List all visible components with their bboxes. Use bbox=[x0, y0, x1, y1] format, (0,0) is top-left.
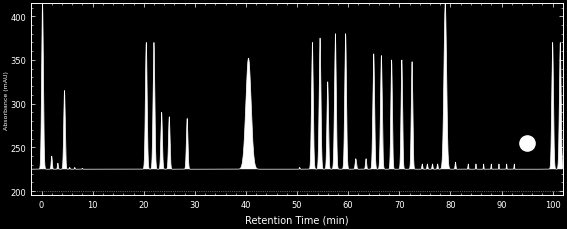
X-axis label: Retention Time (min): Retention Time (min) bbox=[246, 215, 349, 225]
Y-axis label: Absorbance (mAU): Absorbance (mAU) bbox=[4, 71, 9, 129]
Point bbox=[523, 142, 532, 145]
